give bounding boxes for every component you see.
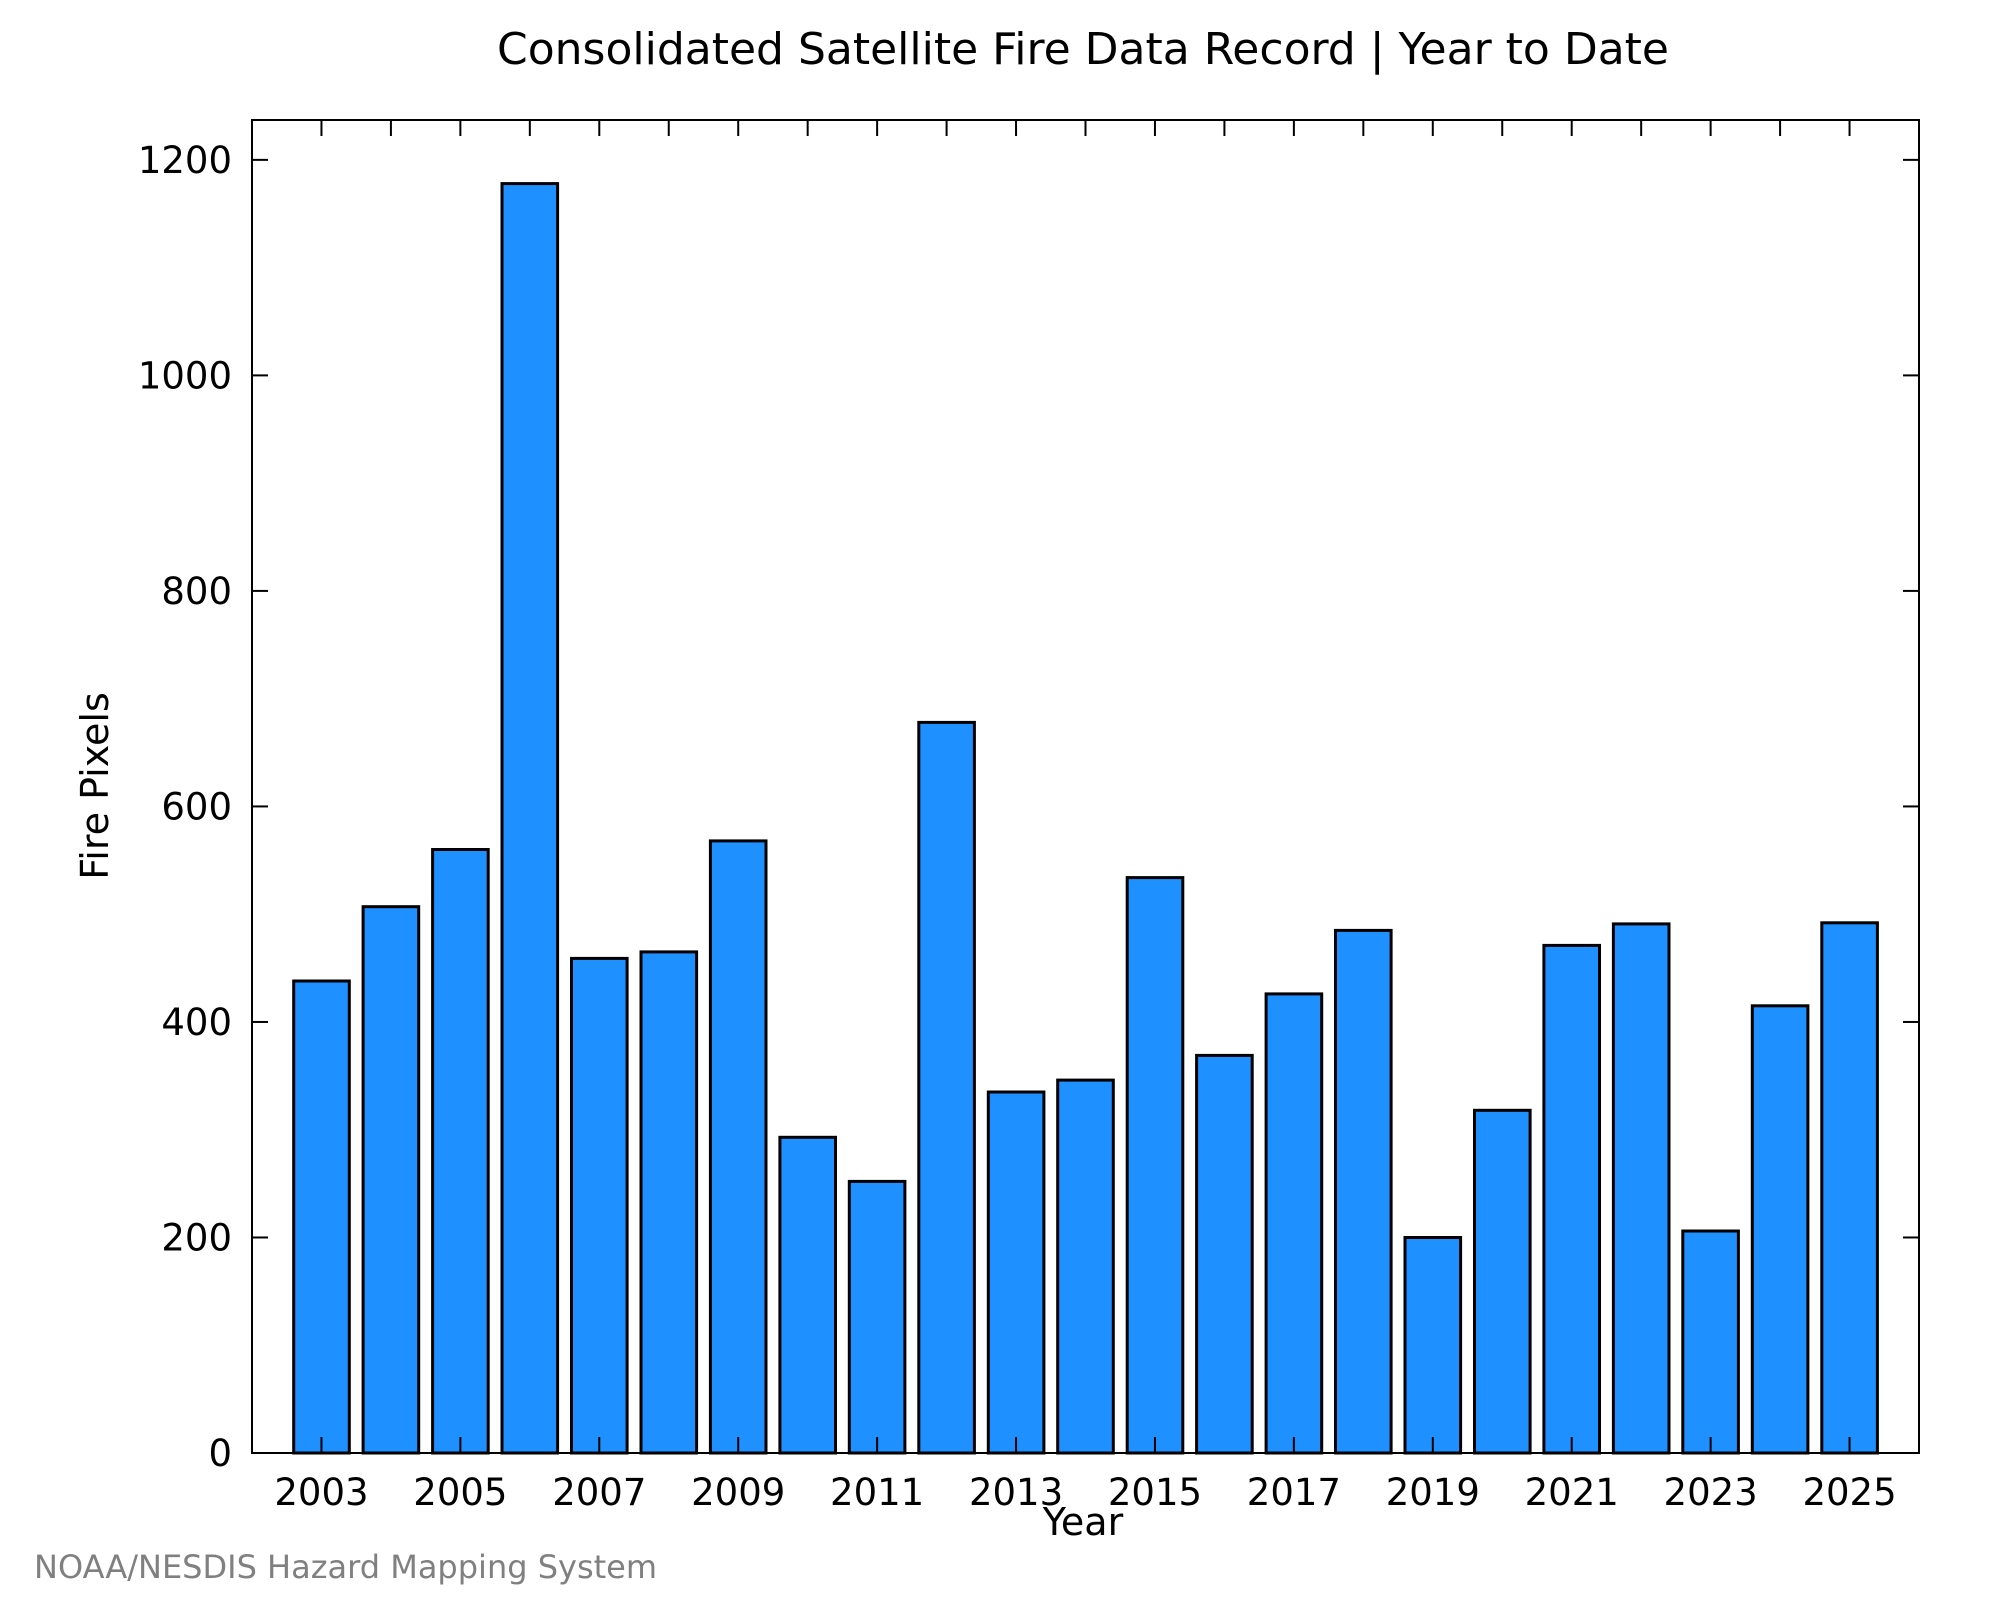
- bar-2011: [847, 1179, 907, 1455]
- bars-layer: [292, 182, 1879, 1455]
- y-tick-label-800: 800: [161, 570, 232, 613]
- y-tick-label-0: 0: [208, 1432, 232, 1475]
- bar-2024: [1750, 1004, 1810, 1455]
- bar-2013: [986, 1090, 1046, 1455]
- bar-2014: [1056, 1078, 1115, 1455]
- bar-2016: [1195, 1053, 1254, 1455]
- x-tick-label-2013: 2013: [969, 1471, 1063, 1514]
- y-tick-label-400: 400: [161, 1001, 232, 1044]
- bar-2018: [1334, 928, 1393, 1455]
- credit-text: NOAA/NESDIS Hazard Mapping System: [34, 1548, 657, 1586]
- x-tick-label-2019: 2019: [1386, 1471, 1480, 1514]
- x-tick-label-2011: 2011: [830, 1471, 924, 1514]
- x-tick-label-2021: 2021: [1525, 1471, 1619, 1514]
- y-tick-label-1000: 1000: [138, 354, 232, 397]
- bar-2021: [1542, 943, 1602, 1455]
- bar-2015: [1125, 876, 1185, 1455]
- bar-2025: [1820, 921, 1879, 1455]
- bar-2003: [292, 979, 351, 1455]
- y-tick-label-1200: 1200: [138, 139, 232, 182]
- bar-2009: [708, 839, 768, 1455]
- bar-2006: [500, 182, 560, 1455]
- bar-2012: [917, 720, 976, 1455]
- bar-2017: [1264, 992, 1324, 1455]
- y-tick-label-200: 200: [161, 1216, 232, 1259]
- x-tick-label-2009: 2009: [691, 1471, 785, 1514]
- x-tick-label-2017: 2017: [1247, 1471, 1341, 1514]
- bar-2020: [1473, 1108, 1532, 1455]
- x-axis-label: Year: [1042, 1500, 1124, 1544]
- ticks-layer: 0 200 400 600 800 1000 1200 2003 2005 2007 2009 201…: [138, 120, 1919, 1514]
- y-tick-label-600: 600: [161, 785, 232, 828]
- bar-2022: [1611, 922, 1671, 1455]
- bar-2010: [778, 1135, 838, 1455]
- x-tick-label-2005: 2005: [413, 1471, 507, 1514]
- bar-2019: [1403, 1236, 1463, 1455]
- bar-2008: [639, 950, 699, 1455]
- x-tick-label-2015: 2015: [1108, 1471, 1202, 1514]
- bar-2007: [570, 956, 629, 1455]
- y-axis-label: Fire Pixels: [73, 692, 117, 880]
- x-tick-label-2003: 2003: [274, 1471, 368, 1514]
- x-tick-label-2007: 2007: [552, 1471, 646, 1514]
- bar-2004: [361, 905, 421, 1455]
- chart-title: Consolidated Satellite Fire Data Record …: [497, 24, 1669, 75]
- bar-2023: [1681, 1229, 1740, 1455]
- x-tick-label-2025: 2025: [1802, 1471, 1896, 1514]
- bar-2005: [431, 848, 490, 1455]
- x-tick-label-2023: 2023: [1664, 1471, 1758, 1514]
